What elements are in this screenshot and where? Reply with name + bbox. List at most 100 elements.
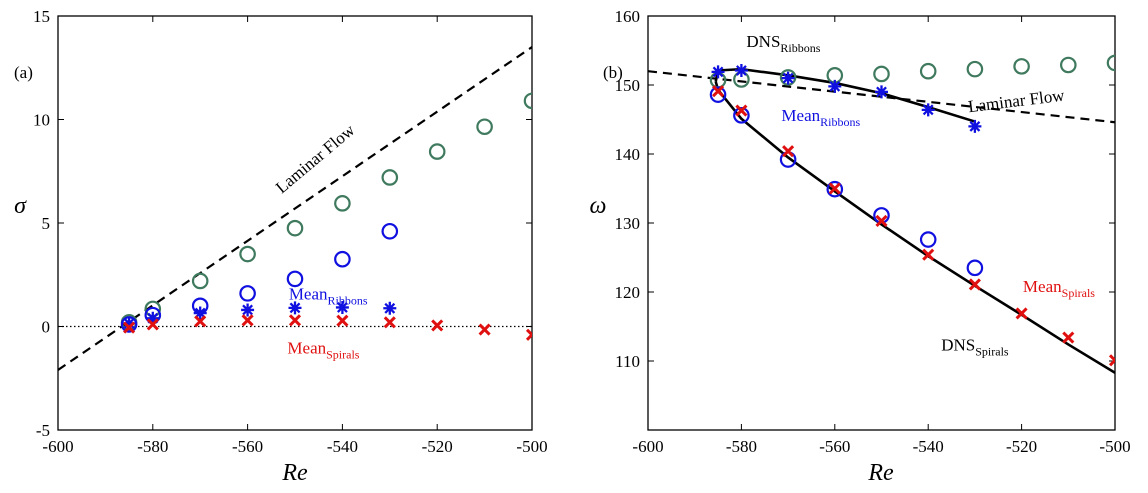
point-circle-blue [709,86,727,103]
point-cross-red [1108,354,1115,367]
panel-a: -600 -580 -560 -540 -520 -500 -5 0 5 10 15 Re σ (a) La… [14,7,548,486]
point-circle-green [428,143,446,160]
solid-line [714,81,1115,374]
annotation-text: DNS [941,336,975,355]
point-circle-green [1013,58,1030,75]
point-circle-green [1106,54,1115,72]
point-cross-red [711,85,725,98]
x-tick-label: -500 [516,437,547,456]
annotation-subscript: Ribbons [780,41,820,55]
point-asterisk-blue [193,306,207,320]
y-tick-label: 120 [615,283,641,302]
x-tick-label: -600 [42,437,73,456]
point-circle-green [523,92,532,110]
plot-frame [57,15,533,431]
point-cross-red [146,318,159,331]
point-asterisk-blue [921,103,935,117]
point-asterisk-blue [968,119,982,133]
annotation-subscript: Ribbons [328,294,368,308]
point-asterisk-blue [288,301,302,315]
annotation: MeanSpirals [1023,277,1095,300]
annotation: Laminar Flow [272,120,359,197]
y-tick-label: 150 [615,76,641,95]
point-cross-red [782,145,795,158]
point-circle-green [334,195,351,212]
point-circle-green [381,169,399,186]
point-cross-red [478,323,491,336]
point-cross-red [968,278,981,291]
solid-line [714,67,976,123]
point-circle-green [919,62,937,80]
point-asterisk-blue [146,311,160,325]
point-circle-blue [381,222,399,240]
point-circle-green [191,272,209,290]
y-axis-label: σ [14,193,27,219]
point-cross-red [1062,331,1075,344]
point-circle-green [779,69,797,86]
y-tick-label: 5 [42,214,51,233]
point-cross-red [194,315,207,328]
y-tick-label: 140 [615,145,641,164]
x-tick-label: -560 [232,437,263,456]
point-cross-red [288,314,302,327]
point-circle-green [286,219,304,237]
point-asterisk-blue [383,301,397,315]
x-axis-label: Re [867,460,894,486]
point-circle-blue [286,270,304,288]
point-circle-green [966,60,984,78]
point-cross-red [525,328,532,341]
point-circle-blue [826,180,844,198]
annotation: DNSRibbons [746,32,820,55]
point-cross-red [1015,307,1028,320]
point-circle-blue [334,250,351,268]
annotation: MeanRibbons [289,285,368,308]
point-circle-blue [919,231,937,248]
point-cross-red [735,104,748,117]
point-asterisk-blue [734,64,748,78]
annotation-text: DNS [746,32,780,51]
point-cross-red [336,314,349,327]
point-asterisk-blue [711,65,725,79]
annotation: MeanRibbons [781,106,860,129]
panel-b: -600 -580 -560 -540 -520 -500 110 120 130 140 150 1… [590,7,1131,486]
point-cross-red [123,321,136,334]
point-asterisk-blue [828,79,842,93]
point-circle-blue [966,259,984,277]
x-tick-label: -520 [1006,437,1037,456]
y-tick-label: 10 [33,111,50,130]
annotation: Laminar Flow [967,86,1066,117]
x-tick-label: -540 [913,437,944,456]
point-cross-red [241,314,254,327]
point-circle-green [1060,56,1077,74]
annotation: DNSSpirals [941,336,1009,359]
x-tick-label: -520 [422,437,453,456]
annotation-text: Mean [1023,277,1062,296]
annotation-text: Laminar Flow [967,86,1066,117]
annotation: MeanSpirals [287,338,359,361]
y-tick-label: 0 [42,318,51,337]
x-tick-label: -560 [819,437,850,456]
point-circle-green [476,118,493,136]
x-tick-label: -580 [726,437,757,456]
y-tick-label: 160 [615,7,641,26]
annotation-subscript: Spirals [326,347,360,361]
y-axis-label: ω [590,193,607,219]
point-asterisk-blue [875,85,888,99]
y-tick-label: 15 [33,7,50,26]
x-tick-label: -600 [632,437,663,456]
x-axis-label: Re [281,460,308,486]
point-circle-blue [239,285,256,302]
point-asterisk-blue [241,303,255,317]
y-tick-label: 130 [615,214,641,233]
annotation-subscript: Ribbons [820,115,860,129]
plot-area [58,46,532,371]
y-tick-label: -5 [36,421,50,440]
point-circle-green [239,245,256,263]
annotation-text: Mean [289,285,328,304]
point-cross-red [431,319,444,332]
annotation-subscript: Spirals [975,345,1009,359]
panel-label: (a) [14,63,33,82]
x-tick-label: -500 [1099,437,1130,456]
point-asterisk-blue [122,316,136,330]
